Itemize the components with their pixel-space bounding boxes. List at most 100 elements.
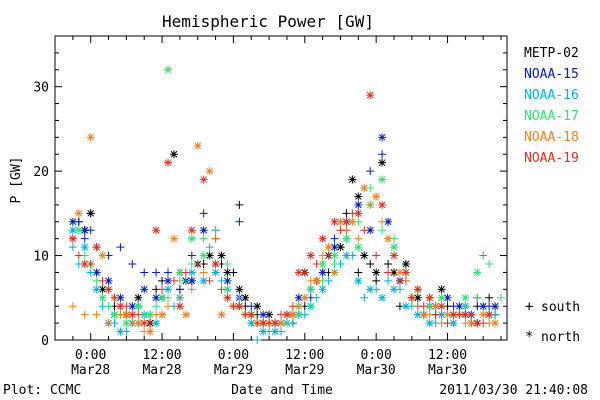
north-point: [187, 268, 196, 277]
north-point: [342, 234, 351, 243]
south-point: [68, 243, 77, 252]
north-point: [74, 209, 83, 218]
north-point: [164, 276, 172, 285]
north-point: [205, 167, 214, 176]
north-point: [68, 226, 77, 235]
north-point: [318, 234, 327, 243]
south-point: [80, 234, 89, 243]
north-point: [259, 319, 268, 328]
north-point: [134, 302, 143, 311]
north-point: [247, 310, 256, 319]
legend-entry-noaa-19: NOAA-19: [524, 151, 579, 166]
south-point: [110, 293, 119, 302]
south-point: [354, 234, 363, 243]
north-point: [384, 217, 393, 226]
north-point: [140, 285, 149, 294]
north-point: [294, 268, 303, 277]
north-point: [187, 234, 196, 243]
north-point: [354, 192, 363, 201]
north-point: [122, 310, 131, 319]
x-tick-date-label: Mar30: [428, 363, 467, 378]
north-point: [288, 310, 297, 319]
south-point: [324, 251, 333, 260]
x-tick-time-label: 12:00: [428, 348, 467, 363]
north-point: [146, 310, 155, 319]
south-point: [68, 302, 77, 311]
north-point: [116, 293, 125, 302]
south-point: [235, 200, 244, 209]
north-point: [104, 285, 113, 294]
north-point: [68, 234, 77, 243]
north-point: [187, 226, 196, 235]
north-point: [318, 285, 327, 294]
north-point: [92, 243, 101, 252]
plot-credit: Plot: CCMC: [3, 383, 81, 398]
x-tick-date-label: Mar29: [214, 363, 253, 378]
north-point: [80, 226, 89, 235]
x-tick-date-label: Mar30: [357, 363, 396, 378]
y-tick-label: 30: [33, 81, 49, 96]
south-point: [312, 293, 321, 302]
north-point: [164, 285, 172, 294]
north-point: [152, 319, 161, 328]
marker-legend-south: + south: [525, 299, 580, 315]
south-point: [217, 285, 226, 294]
north-point: [116, 302, 125, 311]
south-point: [140, 268, 149, 277]
north-point: [366, 226, 375, 235]
south-point: [378, 217, 387, 226]
north-point: [360, 184, 369, 192]
north-point: [169, 234, 178, 243]
north-point: [158, 293, 167, 302]
series-noaa-16: [68, 226, 500, 344]
south-point: [419, 302, 428, 311]
north-point: [271, 327, 280, 336]
north-point: [259, 327, 268, 336]
north-point: [146, 327, 155, 336]
south-point: [443, 319, 452, 328]
north-point: [437, 293, 446, 302]
north-point: [324, 243, 333, 252]
x-tick-time-label: 12:00: [142, 348, 181, 363]
legend: METP-02 NOAA-15 NOAA-16 NOAA-17 NOAA-18 NOAA-…: [524, 46, 580, 345]
north-point: [491, 302, 500, 311]
chart-title: Hemispheric Power [GW]: [162, 12, 374, 31]
north-point: [265, 310, 274, 319]
south-point: [378, 226, 387, 235]
north-point: [306, 285, 315, 294]
north-point: [98, 285, 107, 294]
north-point: [98, 293, 107, 302]
series-noaa-15: [68, 133, 500, 328]
marker-legend-symbol: *: [525, 329, 533, 345]
legend-entry-metp-02: METP-02: [524, 46, 579, 61]
north-point: [437, 310, 446, 319]
north-point: [306, 251, 315, 260]
north-point: [318, 260, 327, 268]
north-point: [199, 226, 208, 235]
north-point: [68, 217, 77, 226]
north-point: [372, 192, 381, 201]
south-point: [104, 302, 113, 311]
north-point: [128, 310, 137, 319]
north-point: [431, 302, 440, 311]
north-point: [80, 243, 89, 252]
north-point: [259, 310, 268, 319]
south-point: [181, 268, 190, 277]
north-point: [479, 310, 488, 319]
north-point: [110, 310, 119, 319]
series-metp-02: [74, 150, 500, 328]
north-point: [485, 310, 494, 319]
north-point: [181, 310, 190, 319]
south-point: [354, 268, 363, 277]
north-point: [378, 293, 387, 302]
north-point: [199, 276, 208, 285]
north-point: [461, 310, 470, 319]
north-point: [336, 243, 345, 252]
north-point: [152, 293, 161, 302]
x-tick-time-label: 12:00: [285, 348, 324, 363]
north-point: [437, 302, 446, 311]
north-point: [223, 276, 232, 285]
north-point: [378, 200, 387, 209]
north-point: [342, 217, 351, 226]
north-point: [378, 133, 387, 142]
